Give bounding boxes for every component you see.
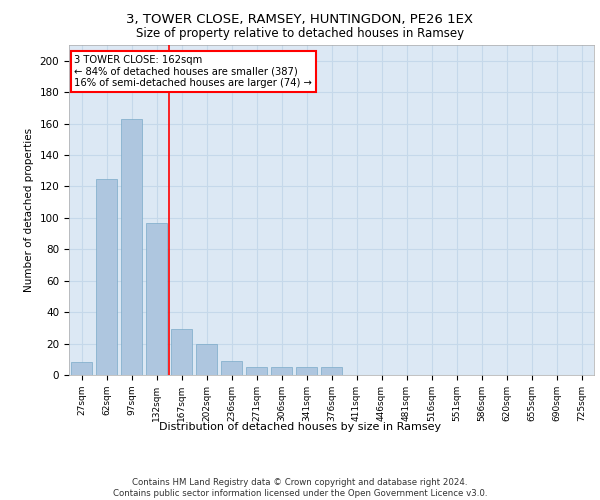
Bar	[296, 367, 317, 375]
Bar	[171, 330, 192, 375]
Text: Distribution of detached houses by size in Ramsey: Distribution of detached houses by size …	[159, 422, 441, 432]
Text: 3, TOWER CLOSE, RAMSEY, HUNTINGDON, PE26 1EX: 3, TOWER CLOSE, RAMSEY, HUNTINGDON, PE26…	[127, 12, 473, 26]
Bar	[321, 367, 342, 375]
Text: 3 TOWER CLOSE: 162sqm
← 84% of detached houses are smaller (387)
16% of semi-det: 3 TOWER CLOSE: 162sqm ← 84% of detached …	[74, 55, 312, 88]
Bar	[196, 344, 217, 375]
Bar	[271, 367, 292, 375]
Bar	[246, 367, 267, 375]
Y-axis label: Number of detached properties: Number of detached properties	[24, 128, 34, 292]
Bar	[221, 361, 242, 375]
Bar	[121, 119, 142, 375]
Bar	[96, 178, 117, 375]
Bar	[146, 222, 167, 375]
Text: Contains HM Land Registry data © Crown copyright and database right 2024.
Contai: Contains HM Land Registry data © Crown c…	[113, 478, 487, 498]
Text: Size of property relative to detached houses in Ramsey: Size of property relative to detached ho…	[136, 28, 464, 40]
Bar	[71, 362, 92, 375]
